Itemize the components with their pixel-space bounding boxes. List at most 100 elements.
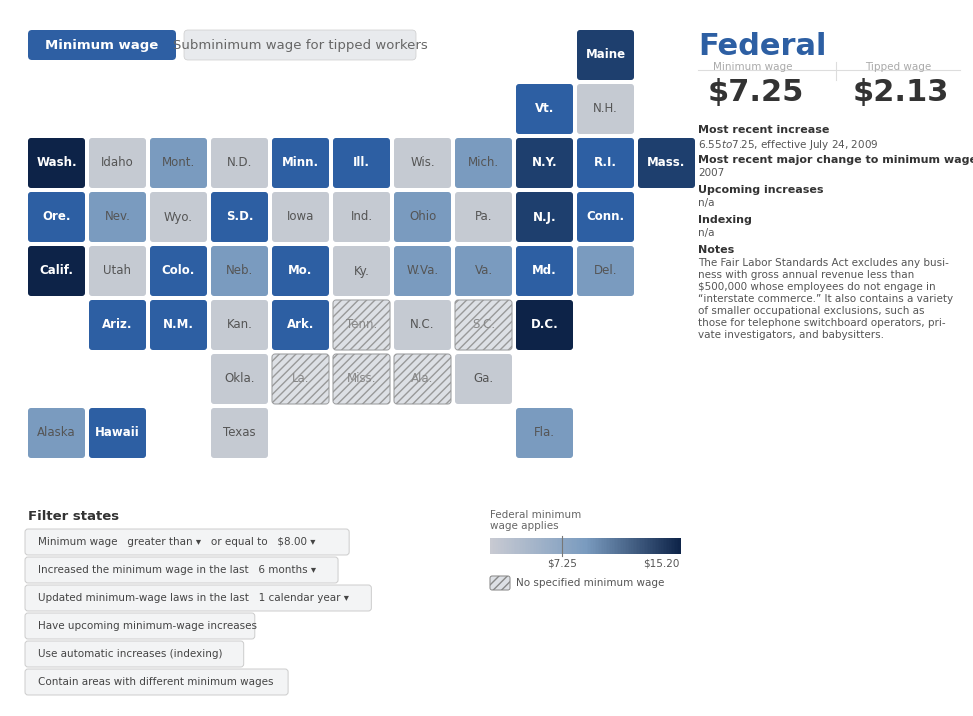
Bar	[579, 538, 581, 554]
Bar	[652, 538, 654, 554]
Bar	[498, 538, 500, 554]
Text: The Fair Labor Standards Act excludes any busi-: The Fair Labor Standards Act excludes an…	[698, 258, 949, 268]
Text: Calif.: Calif.	[40, 264, 74, 278]
Bar	[519, 538, 521, 554]
FancyBboxPatch shape	[638, 138, 695, 188]
FancyBboxPatch shape	[516, 192, 573, 242]
Bar	[552, 538, 554, 554]
FancyBboxPatch shape	[394, 300, 451, 350]
Bar	[490, 538, 492, 554]
Text: N.J.: N.J.	[532, 211, 557, 223]
Bar	[667, 538, 669, 554]
FancyBboxPatch shape	[150, 246, 207, 296]
Bar	[643, 538, 646, 554]
Text: Tipped wage: Tipped wage	[865, 62, 931, 72]
Text: Mich.: Mich.	[468, 157, 499, 170]
FancyBboxPatch shape	[333, 354, 390, 404]
Text: N.Y.: N.Y.	[531, 157, 558, 170]
FancyBboxPatch shape	[455, 246, 512, 296]
FancyBboxPatch shape	[28, 30, 176, 60]
Text: Kan.: Kan.	[227, 319, 252, 332]
Bar	[509, 538, 511, 554]
Bar	[658, 538, 660, 554]
Bar	[516, 538, 518, 554]
Text: Federal: Federal	[698, 32, 826, 61]
FancyBboxPatch shape	[516, 300, 573, 350]
Text: Ill.: Ill.	[353, 157, 370, 170]
Text: those for telephone switchboard operators, pri-: those for telephone switchboard operator…	[698, 318, 946, 328]
Bar	[572, 538, 574, 554]
FancyBboxPatch shape	[577, 138, 634, 188]
Bar	[542, 538, 544, 554]
Text: Ariz.: Ariz.	[102, 319, 132, 332]
FancyBboxPatch shape	[211, 246, 268, 296]
FancyBboxPatch shape	[455, 354, 512, 404]
Text: Iowa: Iowa	[287, 211, 314, 223]
FancyBboxPatch shape	[394, 192, 451, 242]
Text: wage applies: wage applies	[490, 521, 559, 531]
Text: Ala.: Ala.	[412, 372, 434, 385]
Bar	[522, 538, 523, 554]
Text: Wis.: Wis.	[411, 157, 435, 170]
Bar	[666, 538, 667, 554]
Text: Ind.: Ind.	[350, 211, 373, 223]
Text: of smaller occupational exclusions, such as: of smaller occupational exclusions, such…	[698, 306, 924, 316]
Bar	[637, 538, 639, 554]
Text: Notes: Notes	[698, 245, 735, 255]
Text: $7.25: $7.25	[547, 558, 577, 568]
Bar	[656, 538, 659, 554]
Bar	[580, 538, 582, 554]
Text: Ore.: Ore.	[42, 211, 71, 223]
Bar	[567, 538, 569, 554]
Bar	[673, 538, 676, 554]
Bar	[561, 538, 563, 554]
Text: Filter states: Filter states	[28, 510, 119, 523]
Bar	[595, 538, 596, 554]
FancyBboxPatch shape	[394, 354, 451, 404]
Bar	[596, 538, 598, 554]
Text: Ohio: Ohio	[409, 211, 436, 223]
Text: $15.20: $15.20	[643, 558, 680, 568]
FancyBboxPatch shape	[516, 408, 573, 458]
Bar	[601, 538, 603, 554]
Bar	[571, 538, 573, 554]
Bar	[529, 538, 531, 554]
Bar	[631, 538, 633, 554]
FancyBboxPatch shape	[184, 30, 416, 60]
Text: Ky.: Ky.	[353, 264, 370, 278]
Text: Colo.: Colo.	[162, 264, 196, 278]
Bar	[630, 538, 631, 554]
Text: ness with gross annual revenue less than: ness with gross annual revenue less than	[698, 270, 915, 280]
Bar	[501, 538, 503, 554]
Bar	[491, 538, 493, 554]
Bar	[566, 538, 568, 554]
Text: Texas: Texas	[223, 427, 256, 440]
Text: Del.: Del.	[594, 264, 617, 278]
Bar	[536, 538, 538, 554]
Bar	[614, 538, 616, 554]
FancyBboxPatch shape	[25, 529, 349, 555]
Text: Updated minimum-wage laws in the last   1 calendar year ▾: Updated minimum-wage laws in the last 1 …	[38, 593, 349, 603]
Bar	[511, 538, 513, 554]
FancyBboxPatch shape	[89, 192, 146, 242]
Bar	[623, 538, 625, 554]
Bar	[642, 538, 644, 554]
Bar	[653, 538, 655, 554]
Bar	[602, 538, 604, 554]
Bar	[672, 538, 674, 554]
Text: Federal minimum: Federal minimum	[490, 510, 581, 520]
Text: No specified minimum wage: No specified minimum wage	[516, 578, 665, 588]
Bar	[670, 538, 672, 554]
Bar	[555, 538, 557, 554]
Bar	[675, 538, 677, 554]
Text: Pa.: Pa.	[475, 211, 492, 223]
FancyBboxPatch shape	[25, 585, 372, 611]
Bar	[496, 538, 498, 554]
Bar	[531, 538, 533, 554]
Bar	[661, 538, 663, 554]
Bar	[617, 538, 619, 554]
Bar	[533, 538, 535, 554]
Bar	[678, 538, 680, 554]
Text: S.C.: S.C.	[472, 319, 495, 332]
Bar	[512, 538, 515, 554]
